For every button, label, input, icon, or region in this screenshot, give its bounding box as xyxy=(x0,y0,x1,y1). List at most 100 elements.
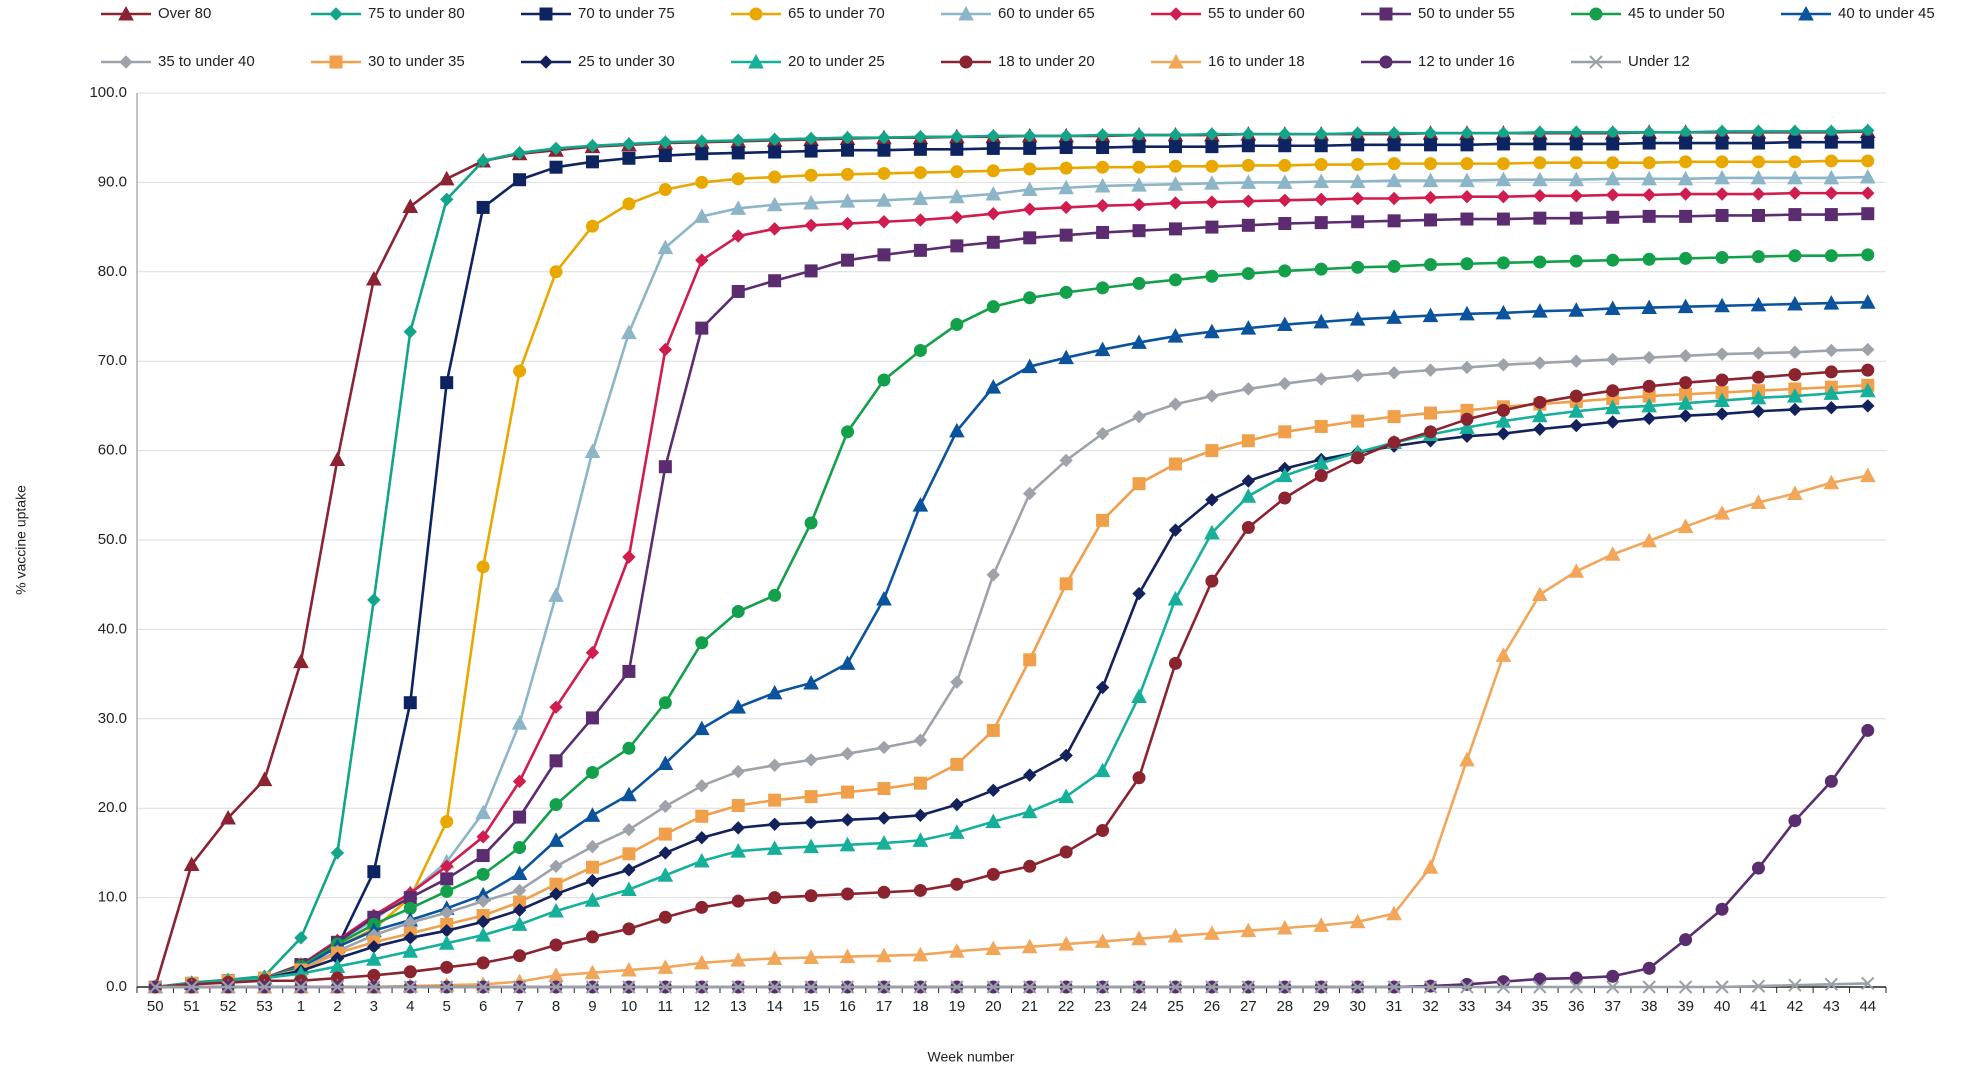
marker xyxy=(1750,169,1767,185)
marker xyxy=(1533,972,1547,986)
marker xyxy=(1751,155,1765,169)
marker xyxy=(731,146,745,160)
marker xyxy=(950,757,964,771)
x-tick-label: 19 xyxy=(949,998,966,1015)
marker xyxy=(1351,158,1365,172)
marker xyxy=(403,965,417,979)
marker xyxy=(1677,170,1694,186)
marker xyxy=(986,141,1000,155)
marker xyxy=(1350,980,1365,994)
marker xyxy=(658,799,673,814)
marker xyxy=(1276,467,1293,483)
marker xyxy=(367,593,381,607)
marker xyxy=(768,891,782,905)
series xyxy=(148,976,1875,994)
marker xyxy=(1386,309,1402,324)
marker xyxy=(1459,419,1475,434)
marker xyxy=(1167,927,1184,943)
marker xyxy=(1861,363,1875,377)
marker xyxy=(1788,155,1802,169)
marker xyxy=(1642,156,1656,170)
marker xyxy=(1460,157,1474,171)
marker xyxy=(118,5,134,21)
marker xyxy=(1132,980,1146,994)
marker xyxy=(1751,979,1766,993)
marker xyxy=(1460,212,1474,226)
marker xyxy=(1861,186,1875,200)
marker xyxy=(1314,980,1328,994)
marker xyxy=(1278,264,1292,278)
marker xyxy=(767,758,782,772)
marker xyxy=(1569,354,1583,368)
marker xyxy=(1715,980,1729,994)
marker xyxy=(1859,294,1876,309)
marker xyxy=(1533,211,1547,225)
marker xyxy=(1642,209,1656,223)
marker xyxy=(1094,762,1111,778)
marker xyxy=(1278,139,1292,153)
marker xyxy=(1751,346,1766,360)
marker xyxy=(1678,409,1693,423)
y-tick-label: 20.0 xyxy=(98,799,127,816)
marker xyxy=(512,146,527,160)
marker xyxy=(1423,190,1438,205)
marker xyxy=(438,935,455,950)
marker xyxy=(476,200,490,214)
marker xyxy=(877,885,891,899)
x-tick-label: 9 xyxy=(588,998,596,1015)
x-tick-label: 30 xyxy=(1349,998,1366,1015)
marker xyxy=(1132,140,1146,154)
marker xyxy=(768,793,782,807)
marker xyxy=(877,130,891,145)
marker xyxy=(1606,415,1620,429)
marker xyxy=(657,959,674,974)
marker xyxy=(330,980,345,994)
marker xyxy=(1351,138,1365,152)
marker xyxy=(548,832,564,847)
marker xyxy=(549,700,563,714)
x-tick-label: 12 xyxy=(693,998,710,1015)
marker xyxy=(1532,171,1548,187)
marker xyxy=(148,980,162,994)
marker xyxy=(440,815,454,829)
marker xyxy=(1204,524,1220,540)
x-tick-label: 2 xyxy=(333,998,341,1015)
marker xyxy=(695,175,709,189)
marker xyxy=(548,587,564,602)
marker xyxy=(1387,436,1401,450)
x-tick-label: 31 xyxy=(1386,998,1403,1015)
marker xyxy=(1095,680,1110,695)
marker xyxy=(438,170,455,186)
marker xyxy=(958,5,974,21)
marker xyxy=(841,785,855,799)
marker xyxy=(731,605,745,619)
legend-label: Under 12 xyxy=(1628,53,1690,70)
marker xyxy=(511,916,528,931)
marker xyxy=(730,200,747,215)
marker xyxy=(1168,159,1182,173)
marker xyxy=(1314,469,1328,483)
x-tick-label: 5 xyxy=(443,998,451,1015)
marker xyxy=(1423,980,1438,994)
marker xyxy=(549,798,563,812)
marker xyxy=(621,324,637,340)
marker xyxy=(1459,305,1475,321)
marker xyxy=(1059,141,1073,155)
marker xyxy=(1314,262,1328,276)
marker xyxy=(985,379,1002,394)
marker xyxy=(1379,55,1393,69)
marker xyxy=(1677,518,1694,534)
marker xyxy=(549,980,563,994)
marker xyxy=(1677,298,1694,314)
marker xyxy=(476,154,490,168)
marker xyxy=(1714,169,1730,185)
marker xyxy=(511,715,528,730)
marker xyxy=(1824,186,1839,200)
marker xyxy=(1096,225,1110,239)
marker xyxy=(1023,141,1037,155)
x-tick-label: 7 xyxy=(515,998,523,1015)
marker xyxy=(1132,477,1146,491)
y-axis-label: % vaccine uptake xyxy=(13,485,29,595)
marker xyxy=(1023,202,1037,216)
marker xyxy=(1241,520,1255,534)
